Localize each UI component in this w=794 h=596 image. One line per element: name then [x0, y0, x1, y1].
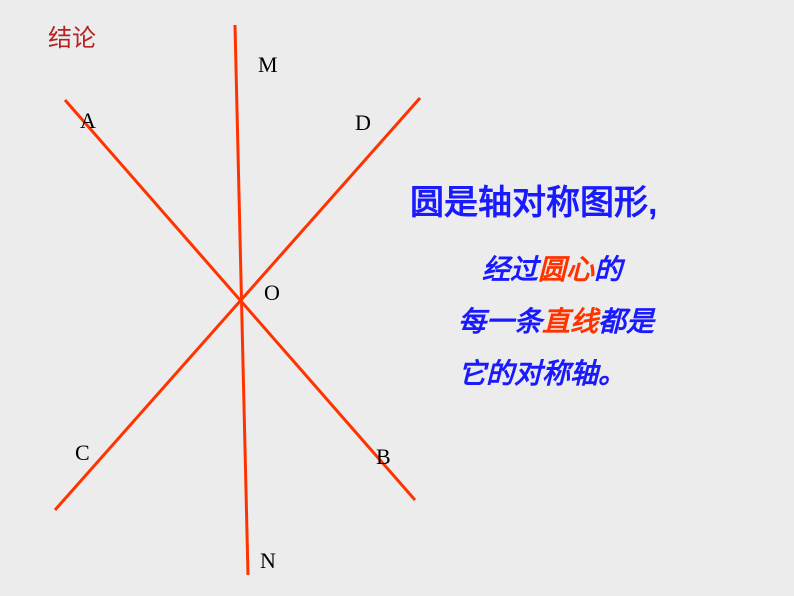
statement-line-3: 每一条直线都是	[458, 300, 654, 340]
plain-text: 经过	[482, 255, 538, 286]
statement-line-1: 圆是轴对称图形,	[410, 175, 657, 224]
background-svg	[0, 0, 794, 596]
plain-text: 都是	[598, 307, 654, 338]
plain-text: 圆是轴对称图形,	[410, 184, 657, 222]
label-B: B	[376, 444, 391, 470]
label-M: M	[258, 52, 278, 78]
bg-rect	[0, 0, 794, 596]
label-C: C	[75, 440, 90, 466]
accent-text: 直线	[542, 307, 598, 338]
plain-text: 每一条	[458, 307, 542, 338]
statement-line-4: 它的对称轴。	[458, 352, 626, 392]
label-D: D	[355, 110, 371, 136]
label-N: N	[260, 548, 276, 574]
label-A: A	[80, 108, 96, 134]
accent-text: 圆心	[538, 255, 594, 286]
plain-text: 的	[594, 255, 622, 286]
conclusion-title: 结论	[48, 18, 96, 53]
plain-text: 它的对称轴。	[458, 359, 626, 390]
label-O: O	[264, 280, 280, 306]
statement-line-2: 经过圆心的	[482, 248, 622, 288]
slide-canvas: 结论 M A D O C B N 圆是轴对称图形, 经过圆心的 每一条直线都是 …	[0, 0, 794, 596]
